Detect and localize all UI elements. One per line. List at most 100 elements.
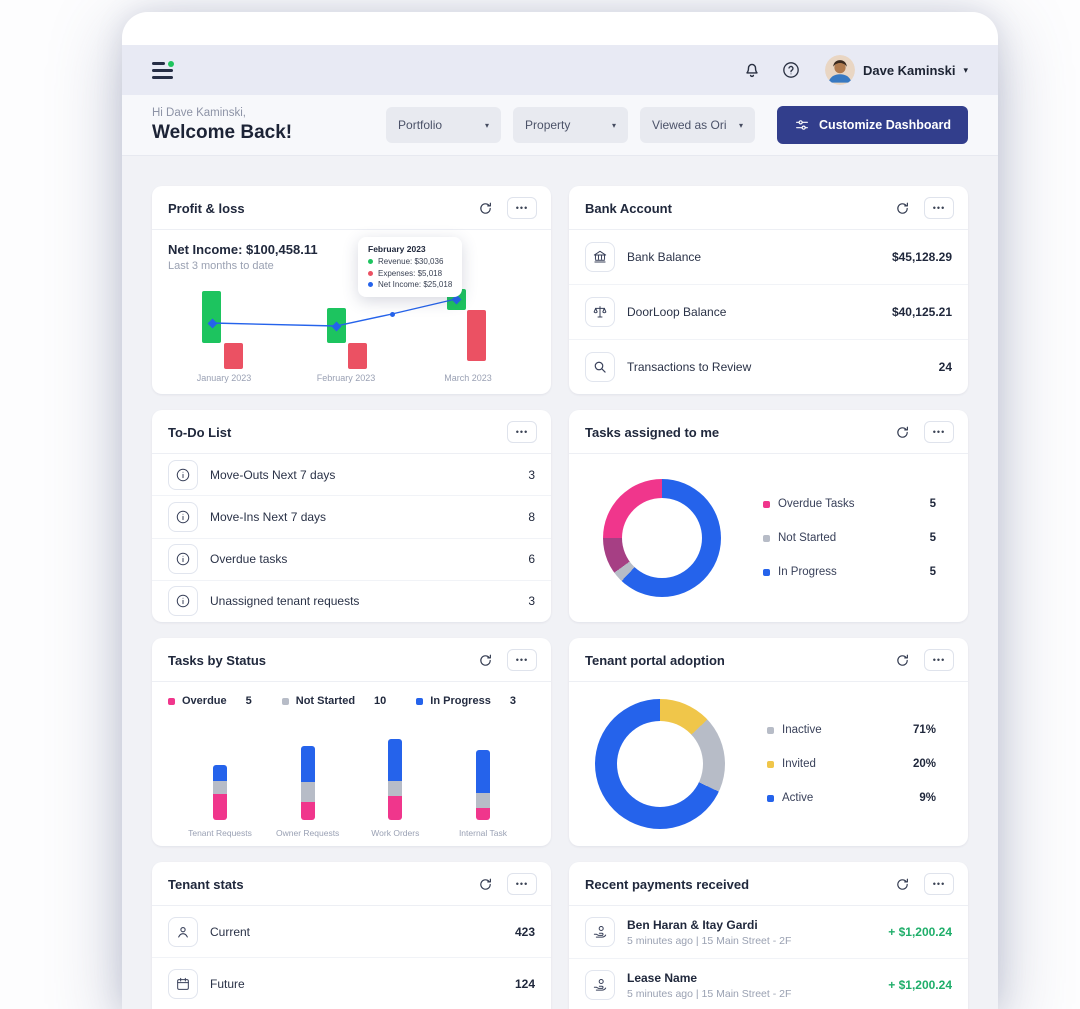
row-label: Current	[210, 924, 251, 939]
stacked-bar[interactable]	[475, 750, 490, 820]
tooltip-series-label: Revenue: $30,036	[378, 257, 444, 266]
more-options-button[interactable]: •••	[924, 873, 954, 895]
todo-row[interactable]: Move-Ins Next 7 days 8	[152, 496, 551, 539]
bar-group: Owner Requests	[270, 746, 346, 838]
todo-row[interactable]: Unassigned tenant requests 3	[152, 581, 551, 622]
card-header: To-Do List •••	[152, 410, 551, 454]
legend-value: 10	[374, 695, 387, 707]
tenant-stat-row[interactable]: Future 124	[152, 958, 551, 1009]
row-value: 3	[528, 594, 535, 609]
bank-row[interactable]: Transactions to Review 24	[569, 340, 968, 394]
legend-label: Not Started	[295, 695, 356, 707]
stacked-bar[interactable]	[300, 746, 315, 820]
legend-color-dot	[281, 697, 289, 705]
legend-label: In Progress	[430, 695, 491, 707]
filter-dropdown-0[interactable]: Portfolio ▾	[386, 107, 502, 143]
more-options-button[interactable]: •••	[507, 197, 537, 219]
card-header: Bank Account •••	[569, 186, 968, 230]
filter-label: Property	[525, 118, 571, 132]
refresh-icon[interactable]	[476, 651, 494, 669]
todo-row[interactable]: Overdue tasks 6	[152, 539, 551, 581]
dashboard-grid: Profit & loss ••• Net Income: $100,458.1…	[122, 156, 998, 1009]
tooltip-series-dot	[368, 270, 373, 276]
legend-value: 5	[929, 498, 936, 510]
refresh-icon[interactable]	[893, 199, 911, 217]
bar-segment-in-progress	[300, 746, 315, 782]
bar-segment-overdue	[213, 794, 227, 820]
tooltip-row: Expenses: $5,018	[368, 269, 452, 278]
bank-account-rows: Bank Balance $45,128.29 DoorLoop Balance $4…	[569, 230, 968, 394]
tooltip-row: Revenue: $30,036	[368, 257, 452, 266]
info-icon	[168, 501, 198, 532]
more-options-button[interactable]: •••	[507, 873, 537, 895]
more-options-button[interactable]: •••	[507, 649, 537, 671]
card-bank-account: Bank Account ••• Bank Balance $45,128.29 D…	[569, 186, 968, 394]
scale-icon	[585, 297, 615, 327]
card-title: Tenant portal adoption	[585, 652, 725, 668]
notifications-bell-icon[interactable]	[741, 59, 763, 81]
bar-segment-overdue	[475, 808, 490, 820]
legend-color-dot	[416, 697, 424, 705]
stacked-bar[interactable]	[213, 765, 227, 820]
row-label: Move-Ins Next 7 days	[210, 509, 327, 524]
bar-category-label: Tenant Requests	[188, 828, 252, 838]
user-menu[interactable]: Dave Kaminski ▾	[824, 55, 968, 85]
profit-loss-body: Net Income: $100,458.11 Last 3 months to…	[152, 230, 551, 394]
refresh-icon[interactable]	[893, 423, 911, 441]
row-label: DoorLoop Balance	[627, 305, 727, 319]
bank-icon	[585, 242, 615, 272]
row-label: Future	[210, 977, 245, 991]
legend-label: In Progress	[778, 566, 837, 578]
payer-name: Lease Name	[627, 970, 698, 985]
card-header: Tenant portal adoption •••	[569, 638, 968, 682]
more-options-button[interactable]: •••	[924, 421, 954, 443]
payment-row[interactable]: Ben Haran & Itay Gardi 5 minutes ago | 15…	[569, 906, 968, 959]
bar-segment-overdue	[300, 802, 315, 820]
tooltip-title: February 2023	[368, 244, 426, 254]
profit-loss-chart: February 2023 Revenue: $30,036 Expenses: …	[168, 237, 535, 387]
bank-row[interactable]: Bank Balance $45,128.29	[569, 230, 968, 285]
bar-segment-not-started	[475, 793, 490, 808]
tooltip-row: Net Income: $25,018	[368, 280, 452, 289]
expense-bar	[224, 343, 243, 369]
todo-row[interactable]: Move-Outs Next 7 days 3	[152, 454, 551, 497]
filter-dropdown-1[interactable]: Property ▾	[513, 107, 629, 143]
card-title: Recent payments received	[585, 876, 750, 892]
calendar-icon	[168, 969, 198, 999]
row-label: Move-Outs Next 7 days	[210, 467, 336, 482]
refresh-icon[interactable]	[476, 199, 494, 217]
tenant-stat-row[interactable]: Current 423	[152, 906, 551, 958]
row-value: 8	[528, 509, 535, 524]
more-options-button[interactable]: •••	[924, 649, 954, 671]
bar-category-label: Owner Requests	[276, 828, 340, 838]
menu-button[interactable]	[152, 60, 175, 79]
refresh-icon[interactable]	[893, 651, 911, 669]
bank-row[interactable]: DoorLoop Balance $40,125.21	[569, 285, 968, 340]
customize-dashboard-button[interactable]: Customize Dashboard	[777, 106, 968, 144]
legend-value: 71%	[912, 724, 936, 736]
row-label: Overdue tasks	[210, 552, 288, 567]
payment-amount: + $1,200.24	[888, 925, 952, 939]
card-title: Tasks assigned to me	[585, 424, 720, 440]
topbar-right: Dave Kaminski ▾	[741, 55, 968, 85]
month-label: January 2023	[196, 373, 252, 383]
tooltip-rows: Revenue: $30,036 Expenses: $5,018 Net Inco…	[368, 257, 452, 289]
sliders-icon	[796, 120, 808, 130]
payment-row[interactable]: Lease Name 5 minutes ago | 15 Main Street…	[569, 959, 968, 1009]
row-value: 3	[528, 467, 535, 482]
refresh-icon[interactable]	[893, 875, 911, 893]
card-tasks-assigned: Tasks assigned to me ••• Overdue Tasks 5 N…	[569, 410, 968, 622]
card-actions: •••	[893, 873, 954, 895]
legend-value: 5	[245, 695, 252, 707]
app-window: Dave Kaminski ▾ Hi Dave Kaminski, Welcom…	[122, 12, 998, 1009]
refresh-icon[interactable]	[476, 875, 494, 893]
legend-label: Not Started	[778, 532, 837, 544]
filter-dropdown-2[interactable]: Viewed as Ori ▾	[640, 107, 756, 143]
tooltip-series-dot	[368, 282, 373, 287]
legend-color-dot	[763, 500, 770, 508]
help-icon[interactable]	[780, 59, 802, 81]
more-options-button[interactable]: •••	[507, 421, 537, 443]
card-title: Bank Account	[585, 200, 672, 216]
more-options-button[interactable]: •••	[924, 197, 954, 219]
stacked-bar[interactable]	[388, 739, 403, 820]
